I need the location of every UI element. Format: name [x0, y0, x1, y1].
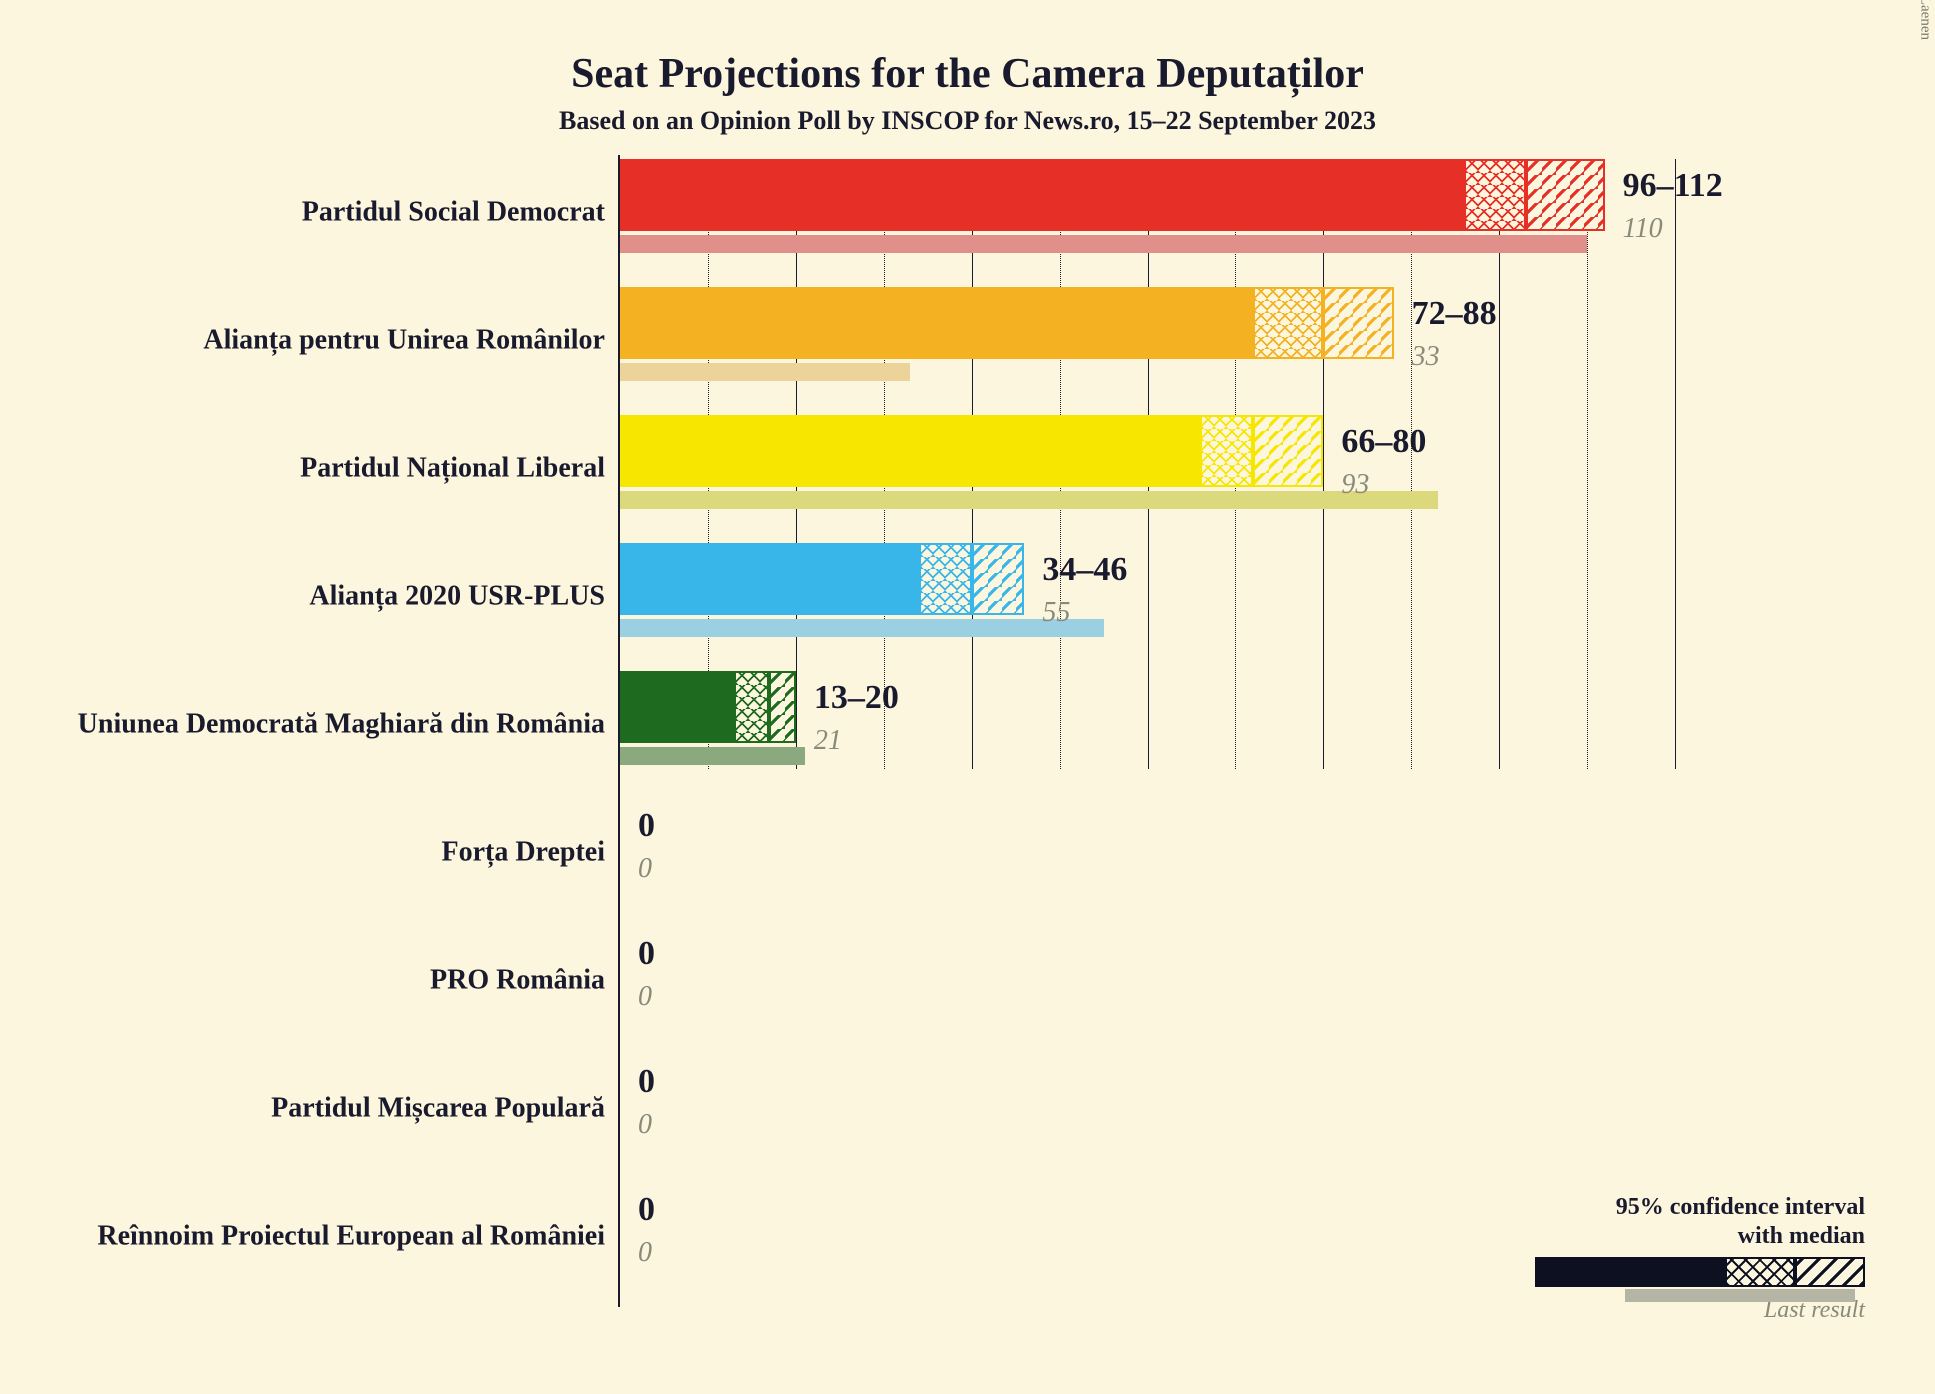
range-label: 34–46: [1042, 551, 1127, 589]
party-row: Alianța 2020 USR-PLUS 34–46 55: [60, 539, 1875, 667]
range-label: 0: [638, 935, 655, 973]
legend: 95% confidence interval with median Last…: [1535, 1193, 1865, 1324]
last-result-label: 93: [1341, 469, 1369, 501]
party-row: Partidul Mișcarea Populară 0 0: [60, 1051, 1875, 1179]
legend-title: 95% confidence interval with median: [1535, 1193, 1865, 1251]
party-row: Alianța pentru Unirea Românilor 72–88 33: [60, 283, 1875, 411]
copyright-text: © 2023 Filip van Laenen: [1917, 0, 1934, 40]
bar-diagonal: [1323, 287, 1393, 359]
party-row: Uniunea Democrată Maghiară din România 13…: [60, 667, 1875, 795]
party-label: Partidul Național Liberal: [300, 453, 605, 485]
party-label: Partidul Mișcarea Populară: [271, 1093, 605, 1125]
bar-diagonal: [1526, 159, 1605, 231]
last-result-label: 33: [1412, 341, 1440, 373]
range-label: 0: [638, 1191, 655, 1229]
range-label: 0: [638, 1063, 655, 1101]
bar-crosshatch: [919, 543, 972, 615]
bar-diagonal: [972, 543, 1025, 615]
chart-subtitle: Based on an Opinion Poll by INSCOP for N…: [60, 106, 1875, 136]
party-label: Alianța pentru Unirea Românilor: [203, 325, 605, 357]
party-label: Reînnoim Proiectul European al României: [97, 1221, 605, 1253]
party-row: Partidul Social Democrat 96–112 110: [60, 155, 1875, 283]
party-row: Partidul Național Liberal 66–80 93: [60, 411, 1875, 539]
chart-container: Seat Projections for the Camera Deputați…: [0, 0, 1935, 1394]
range-label: 13–20: [814, 679, 899, 717]
range-label: 0: [638, 807, 655, 845]
party-label: Forța Dreptei: [441, 837, 605, 869]
range-label: 66–80: [1341, 423, 1426, 461]
party-label: Alianța 2020 USR-PLUS: [309, 581, 605, 613]
legend-title-line2: with median: [1738, 1223, 1865, 1249]
last-result-label: 0: [638, 981, 652, 1013]
last-result-label: 0: [638, 853, 652, 885]
party-label: Uniunea Democrată Maghiară din România: [78, 709, 605, 741]
last-result-label: 0: [638, 1237, 652, 1269]
bar-last-result: [620, 491, 1438, 509]
last-result-label: 0: [638, 1109, 652, 1141]
legend-solid-bar: [1535, 1257, 1725, 1287]
bar-last-result: [620, 747, 805, 765]
last-result-label: 110: [1623, 213, 1663, 245]
bar-diagonal: [1253, 415, 1323, 487]
bar-diagonal: [769, 671, 795, 743]
bar-crosshatch: [1200, 415, 1253, 487]
chart-title: Seat Projections for the Camera Deputați…: [60, 50, 1875, 98]
range-label: 72–88: [1412, 295, 1497, 333]
bar-solid: [620, 671, 734, 743]
bar-solid: [620, 287, 1253, 359]
party-label: PRO România: [430, 965, 605, 997]
legend-title-line1: 95% confidence interval: [1616, 1194, 1865, 1220]
bar-crosshatch: [734, 671, 769, 743]
bar-solid: [620, 159, 1464, 231]
bar-solid: [620, 543, 919, 615]
bar-last-result: [620, 363, 910, 381]
bar-last-result: [620, 235, 1587, 253]
party-row: PRO România 0 0: [60, 923, 1875, 1051]
legend-sample: [1535, 1257, 1865, 1295]
last-result-label: 21: [814, 725, 842, 757]
chart-plot-area: Partidul Social Democrat 96–112 110 Alianța…: [60, 155, 1875, 1334]
range-label: 96–112: [1623, 167, 1723, 205]
last-result-label: 55: [1042, 597, 1070, 629]
party-label: Partidul Social Democrat: [302, 197, 605, 229]
party-row: Forța Dreptei 0 0: [60, 795, 1875, 923]
legend-crosshatch-bar: [1725, 1257, 1795, 1287]
bar-last-result: [620, 619, 1104, 637]
bar-crosshatch: [1464, 159, 1526, 231]
legend-diagonal-bar: [1795, 1257, 1865, 1287]
legend-last-result-bar: [1625, 1289, 1855, 1302]
bar-crosshatch: [1253, 287, 1323, 359]
bar-solid: [620, 415, 1200, 487]
